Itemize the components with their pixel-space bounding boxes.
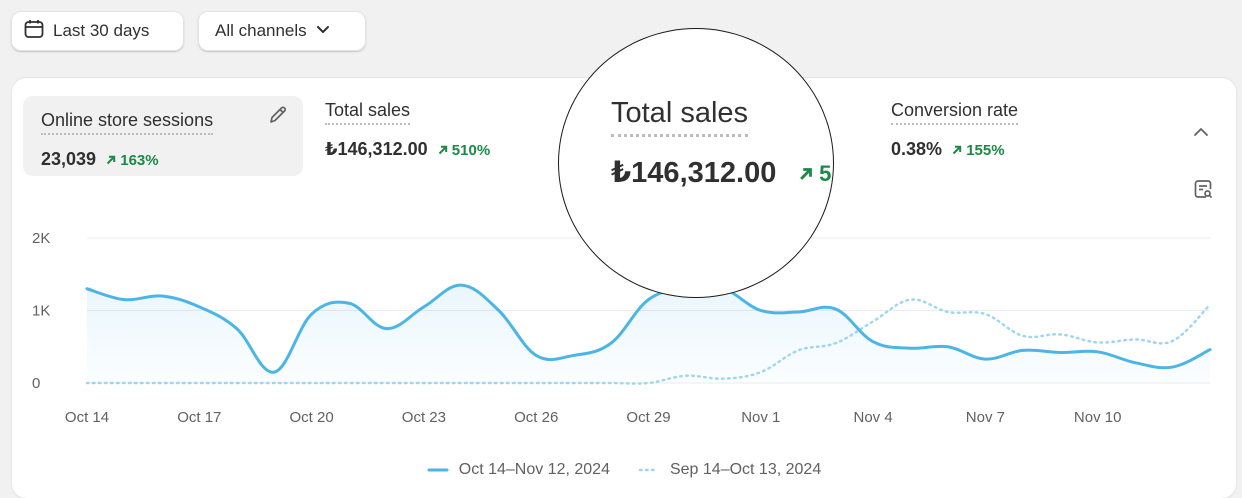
magnified-metric-value: ₺146,312.00 — [611, 157, 777, 189]
sales-line-chart: 2K 1K 0 Oct 14 Oct 17 Oct 20 Oct 23 Oct 26 Oct … — [32, 230, 1212, 426]
calendar-icon — [23, 18, 45, 45]
pencil-icon[interactable] — [267, 104, 289, 131]
x-tick-label: Oct 23 — [402, 409, 446, 426]
x-tick-label: Oct 17 — [177, 409, 221, 426]
metric-change: 510% — [438, 142, 490, 159]
metric-change: 155% — [952, 142, 1005, 159]
x-tick-label: Oct 29 — [626, 409, 670, 426]
arrow-up-right-icon — [800, 168, 812, 180]
series-area-fill — [87, 285, 1210, 383]
arrow-up-right-icon — [952, 145, 962, 155]
x-tick-label: Oct 26 — [514, 409, 558, 426]
x-tick-label: Nov 10 — [1074, 409, 1122, 426]
metric-tab-total-sales[interactable]: Total sales ₺146,312.00 510% — [325, 100, 490, 160]
date-range-button[interactable]: Last 30 days — [11, 11, 184, 51]
series-line-primary — [85, 283, 1212, 374]
channels-dropdown[interactable]: All channels — [198, 11, 366, 51]
channels-label: All channels — [215, 21, 307, 40]
magnified-metric-change: 5 — [799, 161, 831, 187]
metric-value: ₺146,312.00 — [325, 139, 428, 159]
metric-title: Online store sessions — [41, 110, 214, 135]
y-tick-label: 2K — [32, 230, 50, 247]
date-range-label: Last 30 days — [53, 21, 150, 40]
series-line-comparison — [85, 298, 1212, 385]
metric-change: 163% — [106, 152, 159, 169]
legend-item-primary[interactable]: Oct 14–Nov 12, 2024 — [427, 461, 610, 479]
metric-title: Total sales — [325, 100, 411, 125]
x-tick-label: Oct 20 — [290, 409, 334, 426]
metric-title: Conversion rate — [891, 100, 1019, 125]
legend-label: Sep 14–Oct 13, 2024 — [669, 461, 822, 478]
document-search-icon[interactable] — [1192, 178, 1214, 205]
x-tick-label: Nov 4 — [854, 409, 893, 426]
y-tick-label: 1K — [32, 303, 50, 320]
metric-value: 23,039 — [41, 149, 97, 169]
metric-tab-conversion-rate[interactable]: Conversion rate 0.38% 155% — [891, 100, 1019, 160]
y-tick-label: 0 — [32, 375, 40, 392]
magnifier-overlay: Total sales ₺146,312.00 5 — [558, 28, 834, 298]
metric-value: 0.38% — [891, 139, 943, 159]
chevron-up-icon[interactable] — [1191, 122, 1211, 147]
x-tick-label: Nov 7 — [966, 409, 1005, 426]
arrow-up-right-icon — [438, 145, 447, 155]
chart-legend: Oct 14–Nov 12, 2024 Sep 14–Oct 13, 2024 — [12, 461, 1236, 479]
legend-item-comparison[interactable]: Sep 14–Oct 13, 2024 — [638, 461, 821, 479]
legend-label: Oct 14–Nov 12, 2024 — [458, 461, 610, 478]
arrow-up-right-icon — [106, 155, 116, 165]
magnified-metric-title: Total sales — [611, 97, 749, 137]
x-tick-label: Oct 14 — [65, 409, 109, 426]
chevron-down-icon — [315, 21, 331, 42]
metric-tab-online-store-sessions[interactable]: Online store sessions 23,039 163% — [23, 96, 303, 176]
x-tick-label: Nov 1 — [741, 409, 780, 426]
